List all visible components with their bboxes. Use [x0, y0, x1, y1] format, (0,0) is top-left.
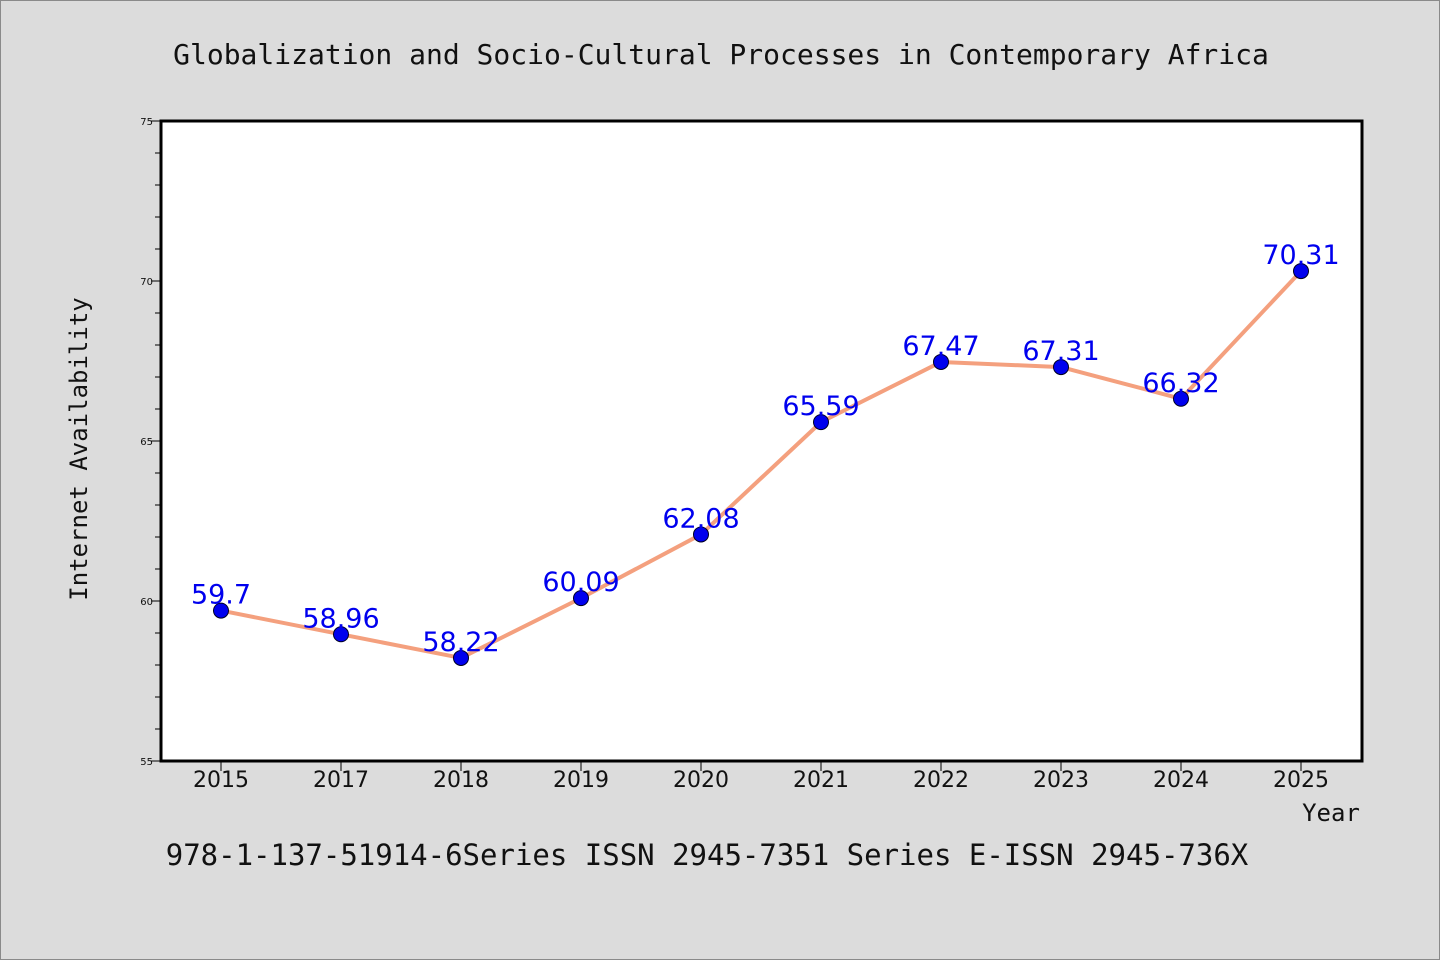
- y-tick-label: 70: [140, 277, 153, 288]
- series-line: [219, 269, 1303, 660]
- y-tick-label: 65: [140, 437, 153, 448]
- data-label: 62.08: [662, 503, 739, 534]
- data-point: [813, 414, 829, 431]
- x-tick-label: 2018: [433, 768, 489, 793]
- data-label: 60.09: [542, 567, 619, 598]
- series-group: 59.7 58.96 58.22 60.09 62.08 65.59 67.47 67.31 6…: [191, 240, 1340, 666]
- data-point: [1293, 263, 1309, 280]
- chart-title: Globalization and Socio-Cultural Process…: [173, 38, 1269, 71]
- x-tick-label: 2017: [313, 768, 369, 793]
- y-tick-label: 75: [140, 117, 153, 128]
- y-tick-label: 60: [140, 597, 153, 608]
- data-point: [333, 626, 349, 643]
- isbn-footer: 978-1-137-51914-6Series ISSN 2945-7351 S…: [166, 838, 1249, 872]
- data-point: [1053, 359, 1069, 376]
- x-tick-label: 2020: [673, 768, 729, 793]
- x-tick-label: 2025: [1273, 768, 1329, 793]
- x-axis-label: Year: [1302, 799, 1360, 827]
- data-point: [693, 526, 709, 543]
- plot-area: [159, 119, 1364, 763]
- data-label: 65.59: [782, 391, 859, 422]
- x-tick-label: 2023: [1033, 768, 1089, 793]
- data-label: 58.96: [302, 603, 379, 634]
- data-point: [573, 590, 589, 607]
- data-label: 67.47: [902, 331, 979, 362]
- data-point: [1173, 390, 1189, 407]
- data-label: 59.7: [191, 580, 251, 611]
- data-point: [453, 649, 469, 666]
- y-axis-ticks: 55 60 65 70 75: [140, 117, 161, 768]
- data-label: 66.32: [1142, 368, 1219, 399]
- x-tick-label: 2019: [553, 768, 609, 793]
- data-label: 70.31: [1262, 240, 1339, 271]
- x-axis-ticks: 2015 2017 2018 2019 2020 2021 2022 2023 2024 2025: [193, 761, 1329, 793]
- data-label: 67.31: [1022, 336, 1099, 367]
- y-axis-label: Internet Availability: [65, 297, 93, 600]
- data-label: 58.22: [422, 627, 499, 658]
- data-point: [933, 353, 949, 370]
- x-tick-label: 2021: [793, 768, 849, 793]
- x-tick-label: 2022: [913, 768, 969, 793]
- x-tick-label: 2024: [1153, 768, 1209, 793]
- x-tick-label: 2015: [193, 768, 249, 793]
- data-point: [213, 602, 229, 619]
- y-tick-label: 55: [140, 757, 153, 768]
